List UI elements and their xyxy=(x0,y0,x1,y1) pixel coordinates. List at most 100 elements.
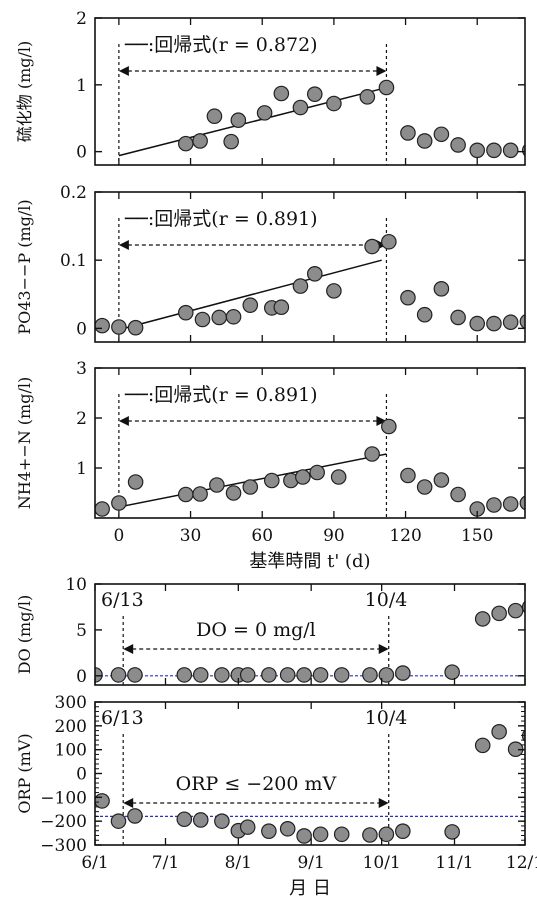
x-tick-label: 150 xyxy=(461,526,493,546)
data-point xyxy=(474,737,491,754)
data-point xyxy=(502,496,519,512)
x-tick-label: 60 xyxy=(251,526,273,546)
arrow-head-left xyxy=(118,240,129,250)
data-point xyxy=(486,497,502,513)
data-point xyxy=(225,485,242,501)
data-point xyxy=(491,723,507,740)
y-tick-label: 5 xyxy=(76,621,87,641)
regression-panel-1: 0 1 2 ──:回帰式(r = 0.872) 硫化物 (mg/l) xyxy=(15,9,526,166)
data-point xyxy=(416,479,433,495)
y-tick-label: 300 xyxy=(55,693,87,713)
data-point xyxy=(502,314,519,331)
y-tick-label: 2 xyxy=(76,409,87,429)
data-point xyxy=(214,667,230,683)
data-point xyxy=(433,472,450,488)
data-point xyxy=(95,501,110,517)
plot-frame xyxy=(94,367,526,519)
data-point xyxy=(239,819,256,835)
y-axis-label: NH4+−N (mg/l) xyxy=(15,377,34,509)
data-point xyxy=(416,133,433,149)
y-tick-label: 3 xyxy=(76,359,87,379)
data-point xyxy=(296,667,312,683)
data-point xyxy=(491,605,507,622)
plot-area xyxy=(95,600,525,685)
data-point xyxy=(127,474,144,490)
data-point xyxy=(95,793,110,809)
data-point xyxy=(279,667,296,683)
y-tick-label: 0 xyxy=(76,765,87,785)
plot-area xyxy=(95,394,525,518)
data-point xyxy=(295,469,311,485)
data-point xyxy=(378,79,395,96)
plot-area xyxy=(95,218,525,342)
regression-legend: ──:回帰式(r = 0.891) xyxy=(124,384,318,406)
regression-legend: ──:回帰式(r = 0.872) xyxy=(124,34,318,56)
data-point xyxy=(450,486,466,503)
arrow-head-right xyxy=(376,66,387,76)
arrow-head-left xyxy=(118,416,129,426)
data-point xyxy=(95,317,110,334)
plot-frame xyxy=(94,191,526,343)
data-point xyxy=(230,112,247,129)
arrow-head-right xyxy=(378,644,389,654)
plot-frame xyxy=(94,583,526,686)
data-point xyxy=(502,142,519,159)
x-tick-label: 12/1 xyxy=(506,853,537,873)
data-point xyxy=(292,99,309,116)
data-point xyxy=(309,464,325,481)
y-axis-label: PO43−−P (mg/l) xyxy=(15,199,34,334)
data-point xyxy=(127,667,143,683)
y-tick-label: 1 xyxy=(76,459,87,479)
data-point xyxy=(450,309,466,326)
data-point xyxy=(206,108,223,125)
arrow-head-left xyxy=(123,798,134,808)
x-tick-label: 11/1 xyxy=(435,853,473,873)
orp-panel: −300 −200 −100 0 100 200 300 6/13 10/4 ORP ≤ −200… xyxy=(15,693,526,856)
data-point xyxy=(400,289,416,306)
data-point xyxy=(312,826,329,843)
y-axis-label: ORP (mV) xyxy=(15,733,34,813)
data-point xyxy=(400,125,416,141)
y-tick-label: 0 xyxy=(76,667,87,687)
data-point xyxy=(381,233,397,250)
data-point xyxy=(469,142,486,159)
data-point xyxy=(326,283,342,299)
data-point xyxy=(211,309,228,326)
data-point xyxy=(306,86,323,102)
data-point xyxy=(177,135,194,152)
plot-frame xyxy=(94,17,526,166)
condition-label: DO = 0 mg/l xyxy=(196,619,316,641)
data-point xyxy=(176,811,193,828)
data-point xyxy=(474,611,491,627)
y-tick-label: −100 xyxy=(40,788,87,808)
regression-legend: ──:回帰式(r = 0.891) xyxy=(124,208,318,230)
data-point xyxy=(312,667,329,683)
data-point xyxy=(242,479,259,495)
y-tick-label: 0.2 xyxy=(60,183,87,203)
data-point xyxy=(519,314,525,329)
data-point xyxy=(239,667,256,683)
data-point xyxy=(110,667,127,683)
x-tick-label: 120 xyxy=(389,526,421,546)
data-point xyxy=(519,495,525,511)
data-point xyxy=(176,667,193,683)
data-point xyxy=(256,105,273,121)
data-point xyxy=(400,467,416,484)
x-tick-label: 0 xyxy=(113,526,124,546)
data-point xyxy=(292,278,309,294)
data-point xyxy=(192,486,208,502)
end-date-label: 10/4 xyxy=(365,707,408,729)
x-tick-label: 9/1 xyxy=(297,853,324,873)
data-point xyxy=(378,826,395,843)
regression-panel-3: 1 2 3 ──:回帰式(r = 0.891) NH4+−N (mg/l) xyxy=(15,359,526,519)
data-point xyxy=(192,812,209,828)
data-point xyxy=(263,472,280,489)
data-point xyxy=(469,315,486,332)
x-tick-label: 90 xyxy=(323,526,345,546)
data-point xyxy=(507,602,524,619)
start-date-label: 6/13 xyxy=(101,589,144,611)
arrow-head-right xyxy=(376,416,387,426)
data-point xyxy=(450,137,466,153)
data-point xyxy=(364,238,380,255)
